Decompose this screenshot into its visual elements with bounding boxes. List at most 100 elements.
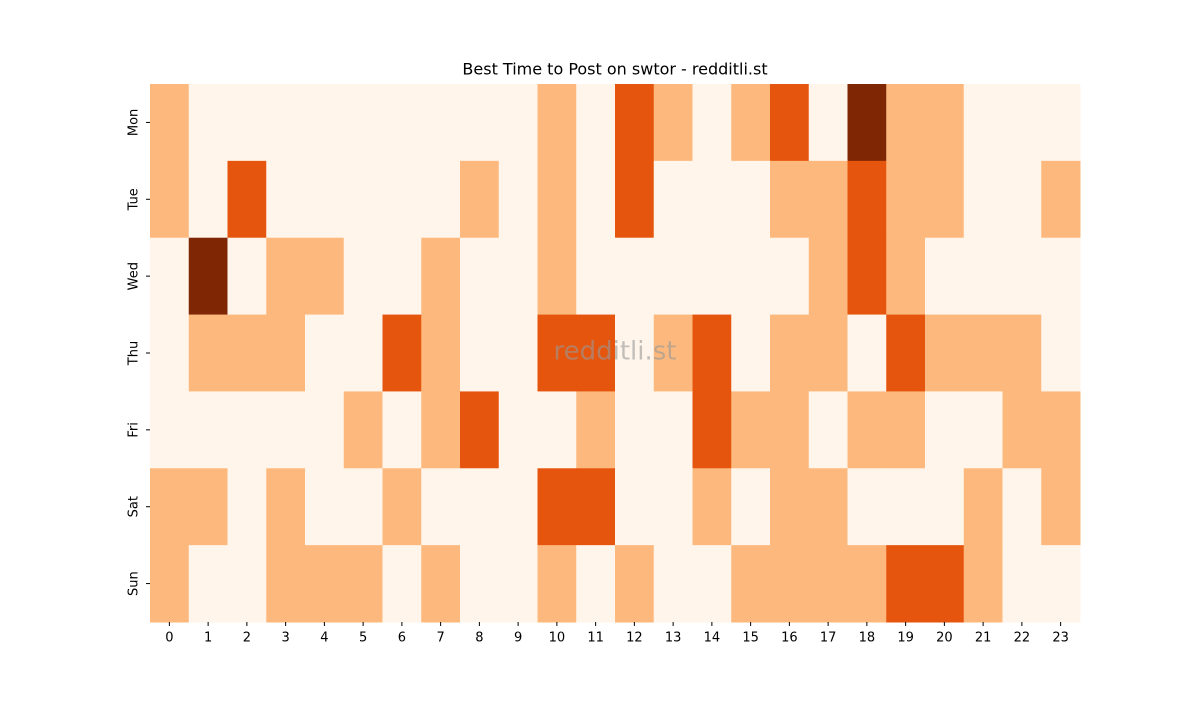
heat-cell — [305, 84, 345, 162]
y-tick-label: Wed — [127, 262, 142, 290]
heat-cell — [343, 160, 383, 239]
heat-cell — [770, 160, 810, 239]
heat-cell — [266, 314, 306, 392]
heat-cell — [963, 545, 1003, 623]
x-tick-label: 11 — [587, 631, 604, 646]
heat-cell — [847, 84, 887, 162]
y-tick-label: Sun — [127, 571, 142, 596]
heat-cell — [808, 391, 848, 469]
heat-cell — [227, 84, 267, 162]
heat-cell — [925, 237, 965, 316]
heat-cell — [1041, 314, 1081, 392]
x-tick-label: 6 — [398, 631, 406, 646]
heat-cell — [150, 545, 190, 623]
heat-cell — [498, 391, 538, 469]
heat-cell — [731, 84, 771, 162]
heat-cell — [615, 237, 655, 316]
chart-title: Best Time to Post on swtor - redditli.st — [462, 60, 767, 79]
heat-cell — [847, 160, 887, 239]
heat-cell — [653, 160, 693, 239]
heat-cell — [305, 545, 345, 623]
heat-cell — [343, 468, 383, 546]
heat-cell — [421, 468, 461, 546]
heat-cell — [1002, 314, 1042, 392]
heat-cell — [731, 314, 771, 392]
heat-cell — [1041, 391, 1081, 469]
heat-cell — [731, 545, 771, 623]
heat-cell — [576, 468, 616, 546]
heat-cell — [731, 391, 771, 469]
x-tick-label: 23 — [1052, 631, 1069, 646]
heat-cell — [847, 391, 887, 469]
heat-cell — [421, 84, 461, 162]
heat-cell — [150, 468, 190, 546]
y-tick-label: Fri — [127, 422, 142, 438]
heat-cell — [847, 468, 887, 546]
heat-cell — [227, 468, 267, 546]
heat-cell — [692, 468, 732, 546]
heat-cell — [576, 84, 616, 162]
heat-cell — [343, 84, 383, 162]
heat-cell — [266, 545, 306, 623]
heat-cell — [150, 84, 190, 162]
heat-cell — [692, 314, 732, 392]
heat-cell — [421, 237, 461, 316]
watermark: redditli.st — [554, 337, 677, 367]
heat-cell — [615, 545, 655, 623]
heat-cell — [808, 84, 848, 162]
heat-cell — [382, 314, 422, 392]
heat-cell — [692, 391, 732, 469]
heat-cell — [1002, 468, 1042, 546]
y-tick-label: Sat — [127, 496, 142, 517]
heat-cell — [382, 545, 422, 623]
heat-cell — [421, 160, 461, 239]
heat-cell — [227, 545, 267, 623]
heat-cell — [188, 545, 228, 623]
heat-cell — [653, 391, 693, 469]
heat-cell — [266, 468, 306, 546]
heat-cell — [537, 160, 577, 239]
heat-cell — [188, 160, 228, 239]
heat-cell — [692, 160, 732, 239]
heat-cell — [925, 391, 965, 469]
heat-cell — [770, 237, 810, 316]
heat-cell — [886, 545, 926, 623]
y-tick-label: Tue — [127, 188, 142, 211]
x-tick-label: 20 — [936, 631, 953, 646]
heat-cell — [808, 545, 848, 623]
x-tick-label: 1 — [204, 631, 212, 646]
heat-cell — [576, 237, 616, 316]
heat-cell — [1002, 84, 1042, 162]
heat-cell — [615, 314, 655, 392]
heat-cell — [460, 160, 500, 239]
heat-cell — [421, 391, 461, 469]
heat-cell — [266, 237, 306, 316]
heat-cell — [808, 160, 848, 239]
heat-cell — [653, 314, 693, 392]
heat-cell — [382, 468, 422, 546]
heat-cell — [188, 468, 228, 546]
heat-cell — [653, 545, 693, 623]
heat-cell — [1041, 468, 1081, 546]
y-tick-label: Mon — [127, 109, 142, 136]
heat-cell — [460, 237, 500, 316]
heat-cell — [150, 391, 190, 469]
x-tick-label: 21 — [975, 631, 992, 646]
heat-cell — [963, 237, 1003, 316]
heat-cell — [1002, 391, 1042, 469]
heat-cell — [615, 391, 655, 469]
heat-cell — [692, 545, 732, 623]
heat-cell — [576, 391, 616, 469]
heat-cell — [537, 237, 577, 316]
heat-cell — [770, 468, 810, 546]
heat-cell — [963, 84, 1003, 162]
heat-cell — [460, 314, 500, 392]
heat-cell — [653, 84, 693, 162]
x-tick-label: 5 — [359, 631, 367, 646]
heat-cell — [188, 84, 228, 162]
heat-cell — [615, 468, 655, 546]
heat-cell — [925, 84, 965, 162]
heat-cell — [1041, 84, 1081, 162]
heat-cell — [886, 84, 926, 162]
